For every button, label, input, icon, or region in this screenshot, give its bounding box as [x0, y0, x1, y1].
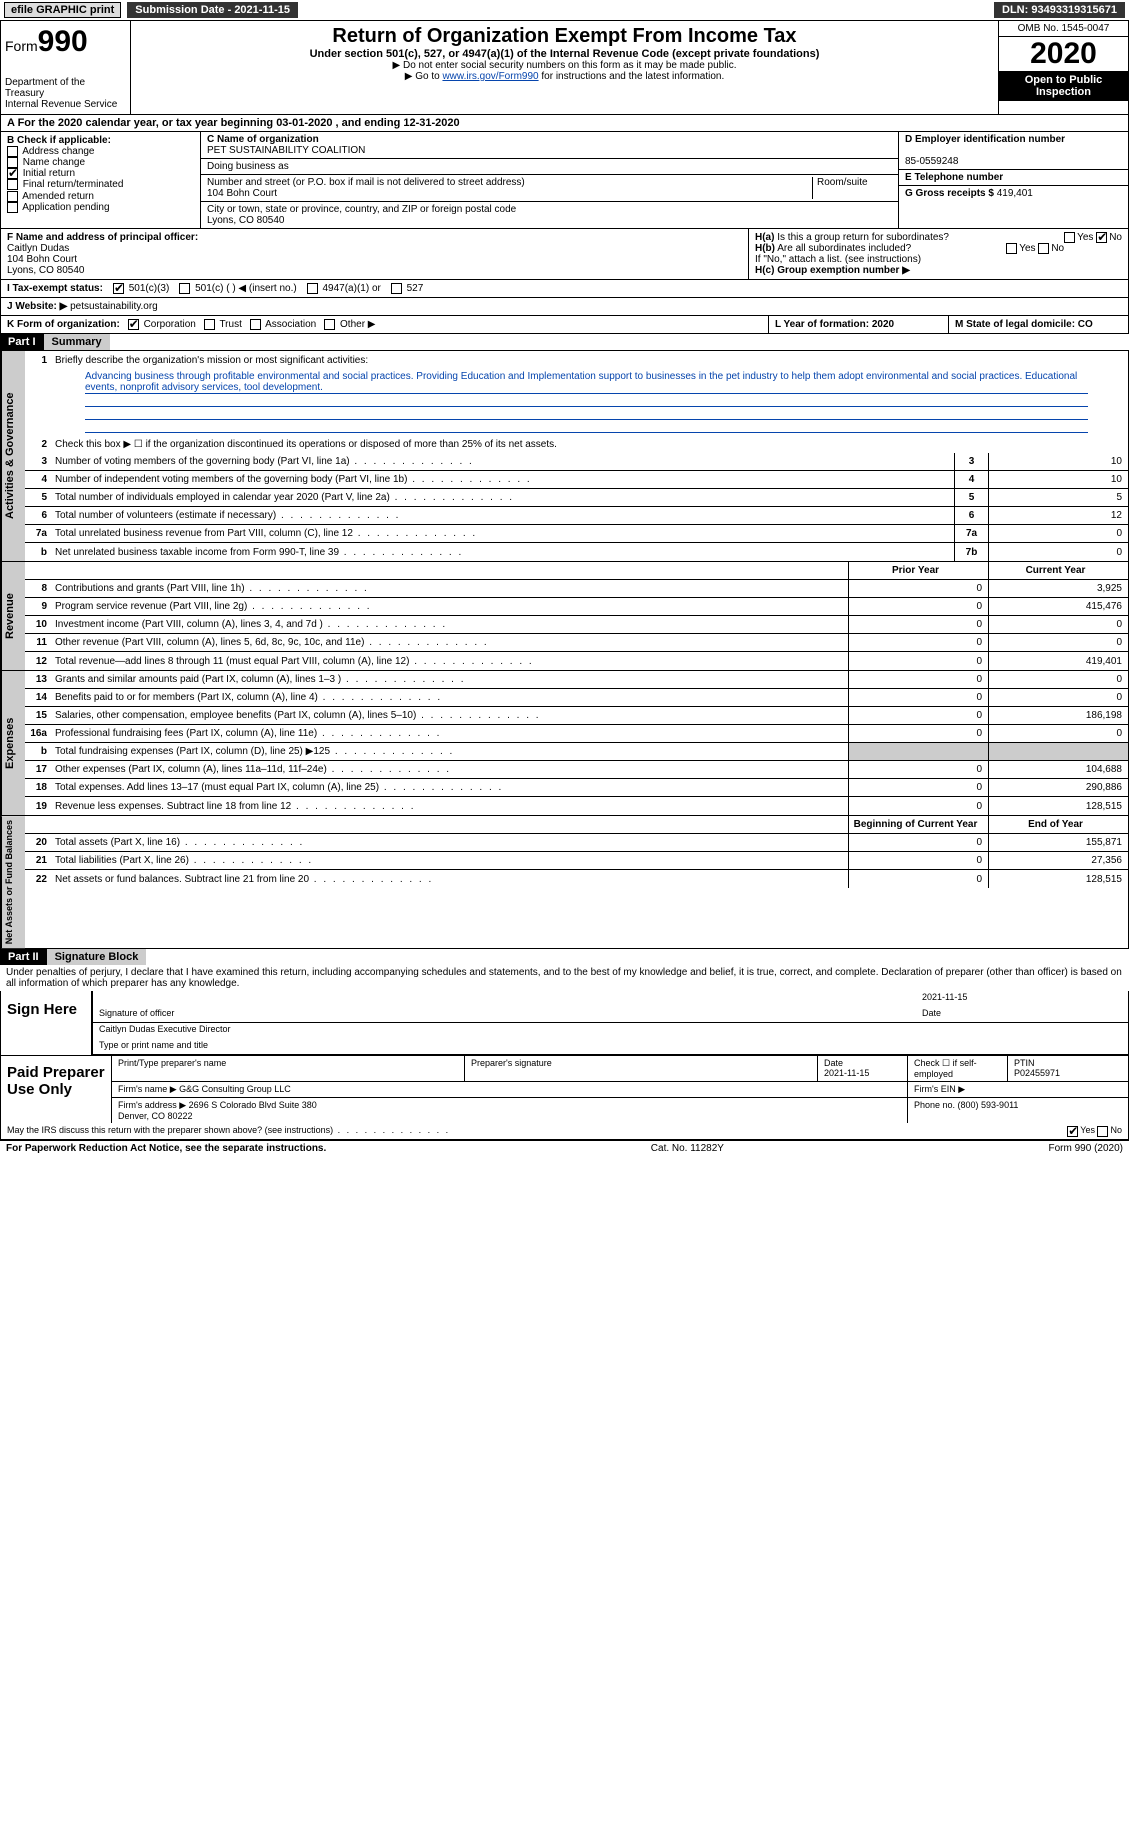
top-bar: efile GRAPHIC print Submission Date - 20… — [0, 0, 1129, 20]
table-row: 15Salaries, other compensation, employee… — [25, 707, 1128, 725]
website-row: J Website: ▶ petsustainability.org — [0, 298, 1129, 316]
city-cell: City or town, state or province, country… — [201, 202, 898, 228]
table-row: 11Other revenue (Part VIII, column (A), … — [25, 634, 1128, 652]
table-row: 3Number of voting members of the governi… — [25, 453, 1128, 471]
form-org-row: K Form of organization: Corporation Trus… — [0, 316, 1129, 334]
officer-group-row: F Name and address of principal officer:… — [0, 229, 1129, 280]
table-row: 21Total liabilities (Part X, line 26)027… — [25, 852, 1128, 870]
table-row: 22Net assets or fund balances. Subtract … — [25, 870, 1128, 888]
checkbox-address-change[interactable]: Address change — [7, 146, 194, 157]
org-name-cell: C Name of organization PET SUSTAINABILIT… — [201, 132, 898, 159]
part-1-title: Summary — [44, 334, 110, 350]
dept-treasury: Department of the Treasury Internal Reve… — [5, 77, 126, 110]
table-row: 16aProfessional fundraising fees (Part I… — [25, 725, 1128, 743]
state-domicile: M State of legal domicile: CO — [948, 316, 1128, 333]
table-row: 4Number of independent voting members of… — [25, 471, 1128, 489]
tax-year: 2020 — [999, 37, 1128, 71]
table-row: 8Contributions and grants (Part VIII, li… — [25, 580, 1128, 598]
part-2-header: Part II — [0, 949, 47, 965]
table-row: 18Total expenses. Add lines 13–17 (must … — [25, 779, 1128, 797]
checkbox-final-return-terminated[interactable]: Final return/terminated — [7, 179, 194, 190]
form-number: Form990 — [5, 25, 126, 59]
discuss-question: May the IRS discuss this return with the… — [7, 1125, 450, 1136]
submission-date: Submission Date - 2021-11-15 — [127, 2, 298, 18]
checkbox-amended-return[interactable]: Amended return — [7, 191, 194, 202]
table-row: 7aTotal unrelated business revenue from … — [25, 525, 1128, 543]
row-a-tax-year: A For the 2020 calendar year, or tax yea… — [0, 115, 1129, 132]
penalty-statement: Under penalties of perjury, I declare th… — [0, 965, 1129, 991]
form-subtitle: Under section 501(c), 527, or 4947(a)(1)… — [135, 48, 994, 60]
phone-cell: E Telephone number — [899, 170, 1128, 186]
checkbox-name-change[interactable]: Name change — [7, 157, 194, 168]
part-1-header: Part I — [0, 334, 44, 350]
year-formation: L Year of formation: 2020 — [768, 316, 948, 333]
principal-officer: F Name and address of principal officer:… — [1, 229, 748, 279]
omb-number: OMB No. 1545-0047 — [999, 21, 1128, 37]
table-row: 13Grants and similar amounts paid (Part … — [25, 671, 1128, 689]
page-footer: For Paperwork Reduction Act Notice, see … — [0, 1140, 1129, 1156]
form-header: Form990 Department of the Treasury Inter… — [0, 20, 1129, 115]
governance-label: Activities & Governance — [1, 351, 25, 561]
part-2-title: Signature Block — [47, 949, 147, 965]
table-row: 14Benefits paid to or for members (Part … — [25, 689, 1128, 707]
paid-preparer-label: Paid Preparer Use Only — [1, 1056, 111, 1123]
public-inspection: Open to Public Inspection — [999, 71, 1128, 101]
table-row: 17Other expenses (Part IX, column (A), l… — [25, 761, 1128, 779]
ein-cell: D Employer identification number 85-0559… — [899, 132, 1128, 170]
table-row: 10Investment income (Part VIII, column (… — [25, 616, 1128, 634]
revenue-label: Revenue — [1, 562, 25, 670]
dln-label: DLN: 93493319315671 — [994, 2, 1125, 18]
net-assets-label: Net Assets or Fund Balances — [1, 816, 25, 948]
table-row: 19Revenue less expenses. Subtract line 1… — [25, 797, 1128, 815]
section-b-checkboxes: B Check if applicable: Address change Na… — [1, 132, 201, 228]
org-info-grid: B Check if applicable: Address change Na… — [0, 132, 1129, 229]
irs-link[interactable]: www.irs.gov/Form990 — [442, 71, 538, 82]
table-row: 6Total number of volunteers (estimate if… — [25, 507, 1128, 525]
table-row: 20Total assets (Part X, line 16)0155,871 — [25, 834, 1128, 852]
summary-table: Activities & Governance 1Briefly describ… — [0, 350, 1129, 562]
efile-button[interactable]: efile GRAPHIC print — [4, 2, 121, 18]
checkbox-application-pending[interactable]: Application pending — [7, 202, 194, 213]
table-row: 5Total number of individuals employed in… — [25, 489, 1128, 507]
table-row: 9Program service revenue (Part VIII, lin… — [25, 598, 1128, 616]
signature-block: Sign Here 2021-11-15 Signature of office… — [0, 991, 1129, 1139]
table-row: bTotal fundraising expenses (Part IX, co… — [25, 743, 1128, 761]
expenses-table: Expenses 13Grants and similar amounts pa… — [0, 671, 1129, 816]
gross-receipts-cell: G Gross receipts $ 419,401 — [899, 186, 1128, 201]
instruction-line-1: ▶ Do not enter social security numbers o… — [135, 60, 994, 71]
revenue-table: Revenue Prior YearCurrent Year 8Contribu… — [0, 562, 1129, 671]
group-return-section: H(a) Is this a group return for subordin… — [748, 229, 1128, 279]
dba-cell: Doing business as — [201, 159, 898, 175]
mission-text: Advancing business through profitable en… — [85, 371, 1088, 394]
checkbox-initial-return[interactable]: Initial return — [7, 168, 194, 179]
sign-here-label: Sign Here — [1, 991, 91, 1055]
table-row: 12Total revenue—add lines 8 through 11 (… — [25, 652, 1128, 670]
tax-exempt-row: I Tax-exempt status: 501(c)(3) 501(c) ( … — [0, 280, 1129, 298]
instruction-line-2: ▶ Go to www.irs.gov/Form990 for instruct… — [135, 71, 994, 82]
expenses-label: Expenses — [1, 671, 25, 815]
org-name: PET SUSTAINABILITY COALITION — [207, 145, 365, 156]
table-row: bNet unrelated business taxable income f… — [25, 543, 1128, 561]
address-cell: Number and street (or P.O. box if mail i… — [201, 175, 898, 202]
form-title: Return of Organization Exempt From Incom… — [135, 25, 994, 48]
net-assets-table: Net Assets or Fund Balances Beginning of… — [0, 816, 1129, 949]
